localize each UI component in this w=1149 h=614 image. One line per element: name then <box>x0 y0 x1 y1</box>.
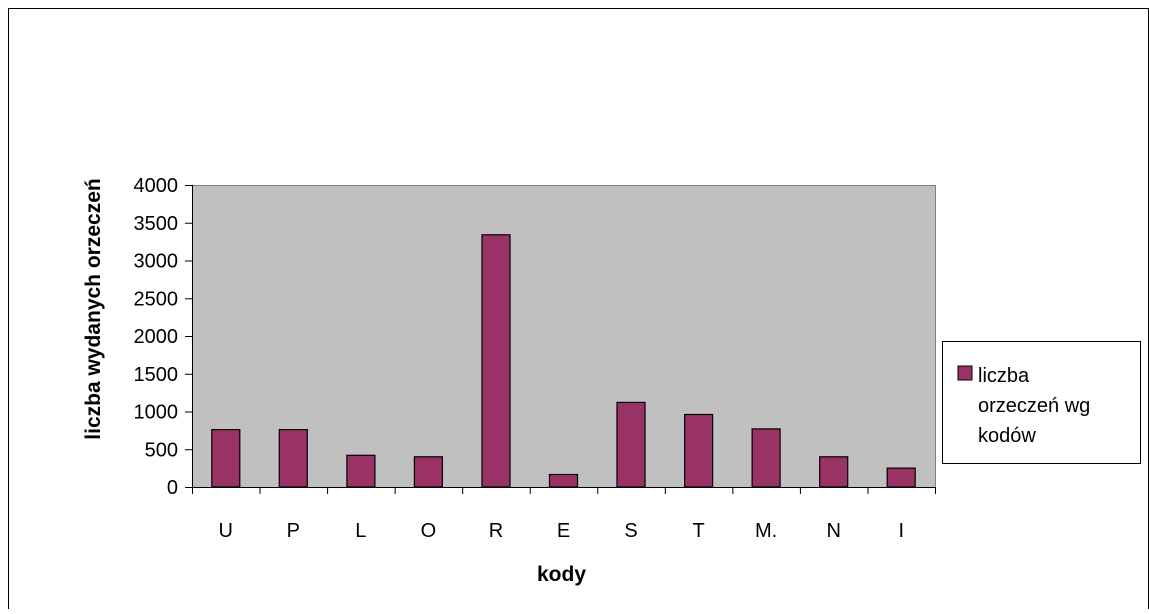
bar-N <box>819 456 849 488</box>
y-tick-label: 4000 <box>134 175 179 197</box>
bar-I <box>886 467 916 488</box>
y-tick-label: 2500 <box>134 288 179 310</box>
bar-E <box>548 473 579 488</box>
x-axis-title: kody <box>537 563 586 586</box>
bar-L <box>346 454 376 488</box>
bar-U <box>211 429 241 488</box>
x-tick-label: R <box>489 520 503 542</box>
bar-P <box>278 429 308 488</box>
plot-area <box>192 185 936 488</box>
x-tick-label: M. <box>755 520 777 542</box>
y-tick-label: 500 <box>145 439 178 461</box>
x-tick-label: N <box>826 520 840 542</box>
x-tick-label: T <box>692 520 704 542</box>
legend-label-line-1: liczba <box>978 365 1030 387</box>
x-tick-labels: U P L O R E S T M. N I <box>219 520 904 542</box>
y-tick-label: 3500 <box>134 213 179 235</box>
y-tick-label: 2000 <box>134 326 179 348</box>
legend-label-line-2: orzeczeń wg <box>978 395 1090 417</box>
legend: liczba orzeczeń wg kodów <box>942 341 1141 464</box>
y-axis-title: liczba wydanych orzeczeń <box>82 178 105 439</box>
legend-label-line-3: kodów <box>978 425 1036 447</box>
bar-T <box>683 413 714 488</box>
x-tick-label: U <box>219 520 233 542</box>
axes-layer <box>185 185 936 494</box>
y-tick-label: 0 <box>167 477 178 499</box>
bar-S <box>616 401 646 488</box>
y-tick-label: 1000 <box>134 402 179 424</box>
bar-R <box>481 234 511 488</box>
x-tick-label: L <box>355 520 366 542</box>
legend-box <box>942 341 1141 464</box>
y-tick-label: 3000 <box>134 251 179 273</box>
x-tick-label: O <box>421 520 437 542</box>
legend-swatch <box>957 365 973 381</box>
x-tick-label: P <box>287 520 300 542</box>
y-tick-label: 1500 <box>134 364 179 386</box>
bar-O <box>413 456 443 488</box>
x-tick-label: S <box>624 520 637 542</box>
bar-M <box>751 428 781 488</box>
x-tick-label: E <box>557 520 570 542</box>
y-tick-labels: 0 500 1000 1500 2000 2500 3000 3500 4000 <box>134 175 179 499</box>
x-tick-label: I <box>898 520 904 542</box>
